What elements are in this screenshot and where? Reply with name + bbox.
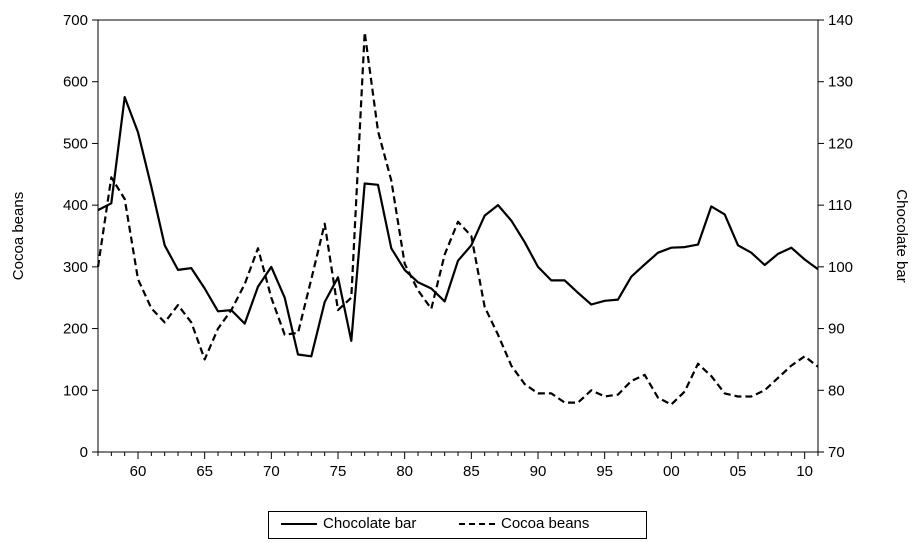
x-tick-label: 80: [396, 463, 413, 480]
legend-label-cocoa-beans: Cocoa beans: [501, 515, 590, 532]
x-tick-label: 85: [463, 463, 480, 480]
x-axis: 60 65 70 75 80 85 90 95 00 05 10: [97, 452, 819, 480]
x-tick-label: 10: [796, 463, 813, 480]
left-y-tick-label: 600: [63, 74, 88, 91]
series-line-chocolate-bar: [97, 95, 819, 358]
x-tick-label: 00: [663, 463, 680, 480]
series-layer: [96, 31, 819, 406]
solid-line-swatch-icon: [281, 522, 317, 525]
legend: Chocolate bar Cocoa beans: [268, 511, 647, 539]
legend-item-cocoa-beans: Cocoa beans: [459, 515, 589, 532]
right-y-tick-label: 130: [828, 74, 853, 91]
right-y-tick-label: 90: [828, 321, 845, 338]
right-y-tick-label: 70: [828, 444, 845, 461]
left-y-tick-label: 700: [63, 12, 88, 29]
right-y-axis: 70 80 90 100 110 120 130 140: [818, 12, 853, 461]
right-y-tick-label: 80: [828, 382, 845, 399]
left-axis-label: Cocoa beans: [10, 192, 27, 280]
left-y-tick-label: 400: [63, 197, 88, 214]
legend-item-chocolate-bar: Chocolate bar: [281, 515, 416, 532]
right-y-tick-label: 100: [828, 259, 853, 276]
series-line-cocoa-beans: [96, 31, 819, 406]
left-y-tick-label: 200: [63, 321, 88, 338]
left-y-tick-label: 100: [63, 382, 88, 399]
x-tick-label: 65: [196, 463, 213, 480]
right-y-tick-label: 140: [828, 12, 853, 29]
x-tick-label: 95: [596, 463, 613, 480]
x-tick-label: 05: [730, 463, 747, 480]
right-y-tick-label: 110: [828, 197, 852, 214]
right-axis-label: Chocolate bar: [893, 189, 910, 282]
x-tick-label: 90: [530, 463, 547, 480]
x-tick-label: 75: [330, 463, 347, 480]
dashed-line-swatch-icon: [459, 522, 495, 525]
left-y-tick-label: 500: [63, 135, 88, 152]
legend-label-chocolate-bar: Chocolate bar: [323, 515, 417, 532]
left-y-tick-label: 0: [80, 444, 88, 461]
plot-area: [97, 19, 819, 453]
x-tick-label: 70: [263, 463, 280, 480]
left-y-tick-label: 300: [63, 259, 88, 276]
x-tick-label: 60: [130, 463, 147, 480]
right-y-tick-label: 120: [828, 135, 853, 152]
left-y-axis: 0 100 200 300 400 500 600 700: [63, 12, 98, 461]
